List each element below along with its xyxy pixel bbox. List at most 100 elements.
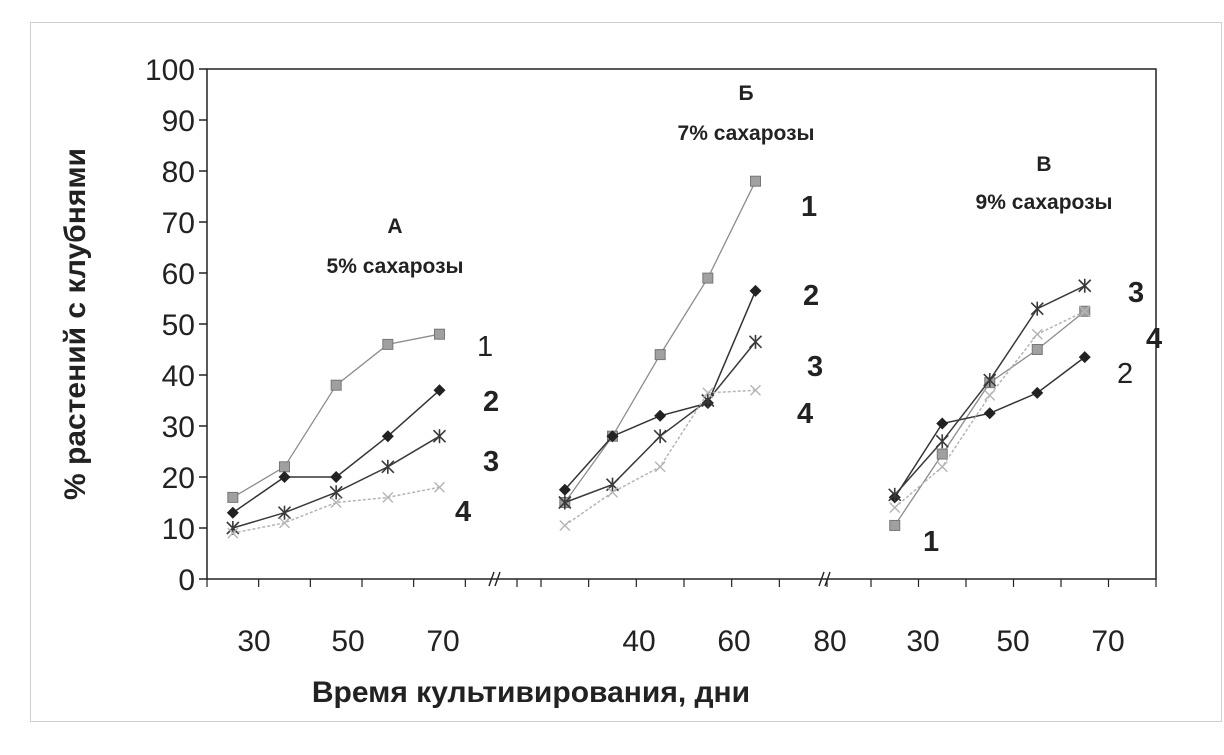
cross-stroke [702,387,714,399]
x-tick-label: 60 [717,625,750,658]
data-point-diamond [330,471,343,483]
panel-1 [226,328,447,539]
cross-stroke [559,519,571,531]
data-point-cross [607,486,618,498]
x-tick-label: 50 [996,625,1029,658]
series-line-3 [894,285,1086,496]
data-point-square [936,448,948,460]
data-point-diamond [1031,386,1044,399]
y-tick-label: 100 [145,54,195,87]
series-line-1 [564,180,757,503]
series-label-4: 4 [1146,323,1162,355]
axis-break-mark [488,571,495,587]
cross-stroke [330,497,342,508]
plot-area-border [206,68,1157,580]
data-point-cross [889,502,901,514]
data-point-asterisk [748,334,763,349]
data-point-square [750,175,761,187]
y-tick-label: 20 [162,462,195,495]
data-point-cross [434,481,445,493]
series-line-2 [564,290,757,491]
data-point-diamond [749,284,762,297]
y-tick-label: 10 [162,513,195,546]
cross-stroke [936,461,948,473]
data-point-diamond [936,417,949,430]
data-point-asterisk [432,429,447,444]
x-tick-label: 80 [813,625,846,658]
data-point-asterisk [329,485,343,500]
y-tick-label: 40 [162,360,195,393]
data-point-square [889,519,901,531]
series-label-4: 4 [797,398,813,430]
x-tick-label: 30 [906,625,939,658]
data-point-square [654,349,666,361]
data-point-asterisk [888,487,902,502]
cross-stroke [889,502,901,514]
data-point-cross [936,461,948,473]
data-point-cross [330,497,342,508]
data-point-cross [1079,305,1091,317]
x-tick-label: 30 [237,625,270,658]
data-point-diamond [1078,351,1091,364]
series-line-4 [232,486,440,534]
data-point-square [434,328,445,340]
cross-stroke [227,527,239,539]
series-label-3: 3 [1128,277,1144,309]
data-point-diamond [226,506,239,519]
panel-subtitle: 9% сахарозы [976,191,1113,214]
data-point-asterisk [558,495,572,510]
axis-break-mark [824,571,831,587]
series-line-3 [564,341,757,504]
series-label-2: 2 [483,386,499,418]
cross-stroke [279,517,290,529]
series-label-2: 2 [1117,358,1133,390]
series-label-2: 2 [803,280,819,312]
data-point-asterisk [983,373,997,388]
data-point-cross [382,491,394,503]
data-point-diamond [278,471,291,483]
data-point-diamond [606,430,619,443]
data-point-diamond [381,430,394,443]
data-point-square [1031,344,1043,355]
data-point-square [227,491,239,503]
panel-2 [558,175,763,531]
data-point-cross [559,519,571,531]
chart-frame: 0 10 20 30 40 50 60 70 80 90 100 30 50 70 40 60 80 30 50 70… [30,22,1222,722]
data-point-square [702,272,714,284]
cross-stroke [750,384,761,396]
data-point-cross [654,461,666,473]
data-point-asterisk [1030,301,1044,316]
y-tick-label: 90 [162,105,195,138]
series-label-4: 4 [455,496,471,528]
cross-stroke [1079,305,1091,317]
cross-stroke [607,486,618,498]
data-point-cross [1031,328,1043,340]
data-point-asterisk [605,477,620,492]
data-point-cross [702,387,714,399]
x-tick-label: 40 [622,625,655,658]
cross-stroke [434,481,445,493]
x-tick-label: 50 [331,625,364,658]
cross-stroke [984,389,996,401]
data-point-square [279,461,290,473]
y-tick-label: 70 [162,207,195,240]
data-point-diamond [654,409,667,422]
panel-subtitle: 5% сахарозы [327,255,464,278]
panel-title: Б [738,82,753,105]
data-point-cross [984,389,996,401]
y-tick-label: 60 [162,258,195,291]
series-line-4 [894,310,1086,509]
data-point-diamond [558,483,571,496]
series-label-1: 1 [801,191,817,223]
cross-stroke [382,491,394,503]
y-axis-title: % растений с клубнями [59,148,92,500]
line-chart: 0 10 20 30 40 50 60 70 80 90 100 30 50 70 40 60 80 30 50 70… [59,54,1162,709]
cross-stroke [654,461,666,473]
y-tick-label: 50 [162,309,195,342]
data-point-asterisk [653,429,667,444]
panel-title: В [1036,153,1051,176]
panel-subtitle: 7% сахарозы [678,122,815,145]
panel-3 [888,278,1092,531]
axis-break-mark [818,571,825,587]
y-tick-label: 30 [162,411,195,444]
